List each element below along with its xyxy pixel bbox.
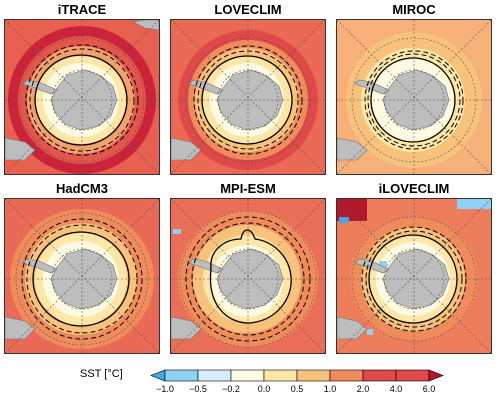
colorbar-tick-label: 2.0 xyxy=(356,384,370,394)
colorbar-tick-label: 1.0 xyxy=(323,384,337,394)
sst-map xyxy=(4,19,160,175)
sst-map xyxy=(170,198,326,354)
colorbar-bin xyxy=(197,369,232,382)
panel-title: LOVECLIM xyxy=(214,2,282,17)
colorbar-extend-low xyxy=(150,369,166,382)
colorbar-tick-label: −1.0 xyxy=(156,384,174,394)
colorbar-tick-label: −0.2 xyxy=(222,384,240,394)
colorbar-tick-label: −0.5 xyxy=(189,384,207,394)
sst-map xyxy=(4,198,160,354)
panel-title: iLOVECLIM xyxy=(378,181,450,196)
colorbar-bin xyxy=(164,369,199,382)
sst-map xyxy=(336,19,492,175)
colorbar-bin xyxy=(296,369,331,382)
colorbar-tick-label: 0.5 xyxy=(290,384,304,394)
colorbar-extend-high xyxy=(428,369,444,382)
panel-title: MIROC xyxy=(392,2,436,17)
sst-map xyxy=(170,19,326,175)
panel-title: HadCM3 xyxy=(55,181,108,196)
colorbar-bin xyxy=(362,369,397,382)
colorbar-bin xyxy=(230,369,265,382)
colorbar-tick-label: 4.0 xyxy=(389,384,403,394)
panel-title: iTRACE xyxy=(57,2,107,17)
colorbar-scale xyxy=(150,369,444,382)
panel-title: MPI-ESM xyxy=(220,181,276,196)
colorbar-bin xyxy=(329,369,364,382)
colorbar-bin xyxy=(395,369,430,382)
colorbar-label: SST [°C] xyxy=(80,368,123,380)
colorbar-tick-label: 6.0 xyxy=(422,384,436,394)
colorbar: SST [°C] −1.0 −0.5 −0.2 0.0 0.5 1.0 2.0 4.0 6.0 xyxy=(0,355,500,400)
colorbar-tick-label: 0.0 xyxy=(257,384,271,394)
sst-map xyxy=(336,198,492,354)
colorbar-bin xyxy=(263,369,298,382)
